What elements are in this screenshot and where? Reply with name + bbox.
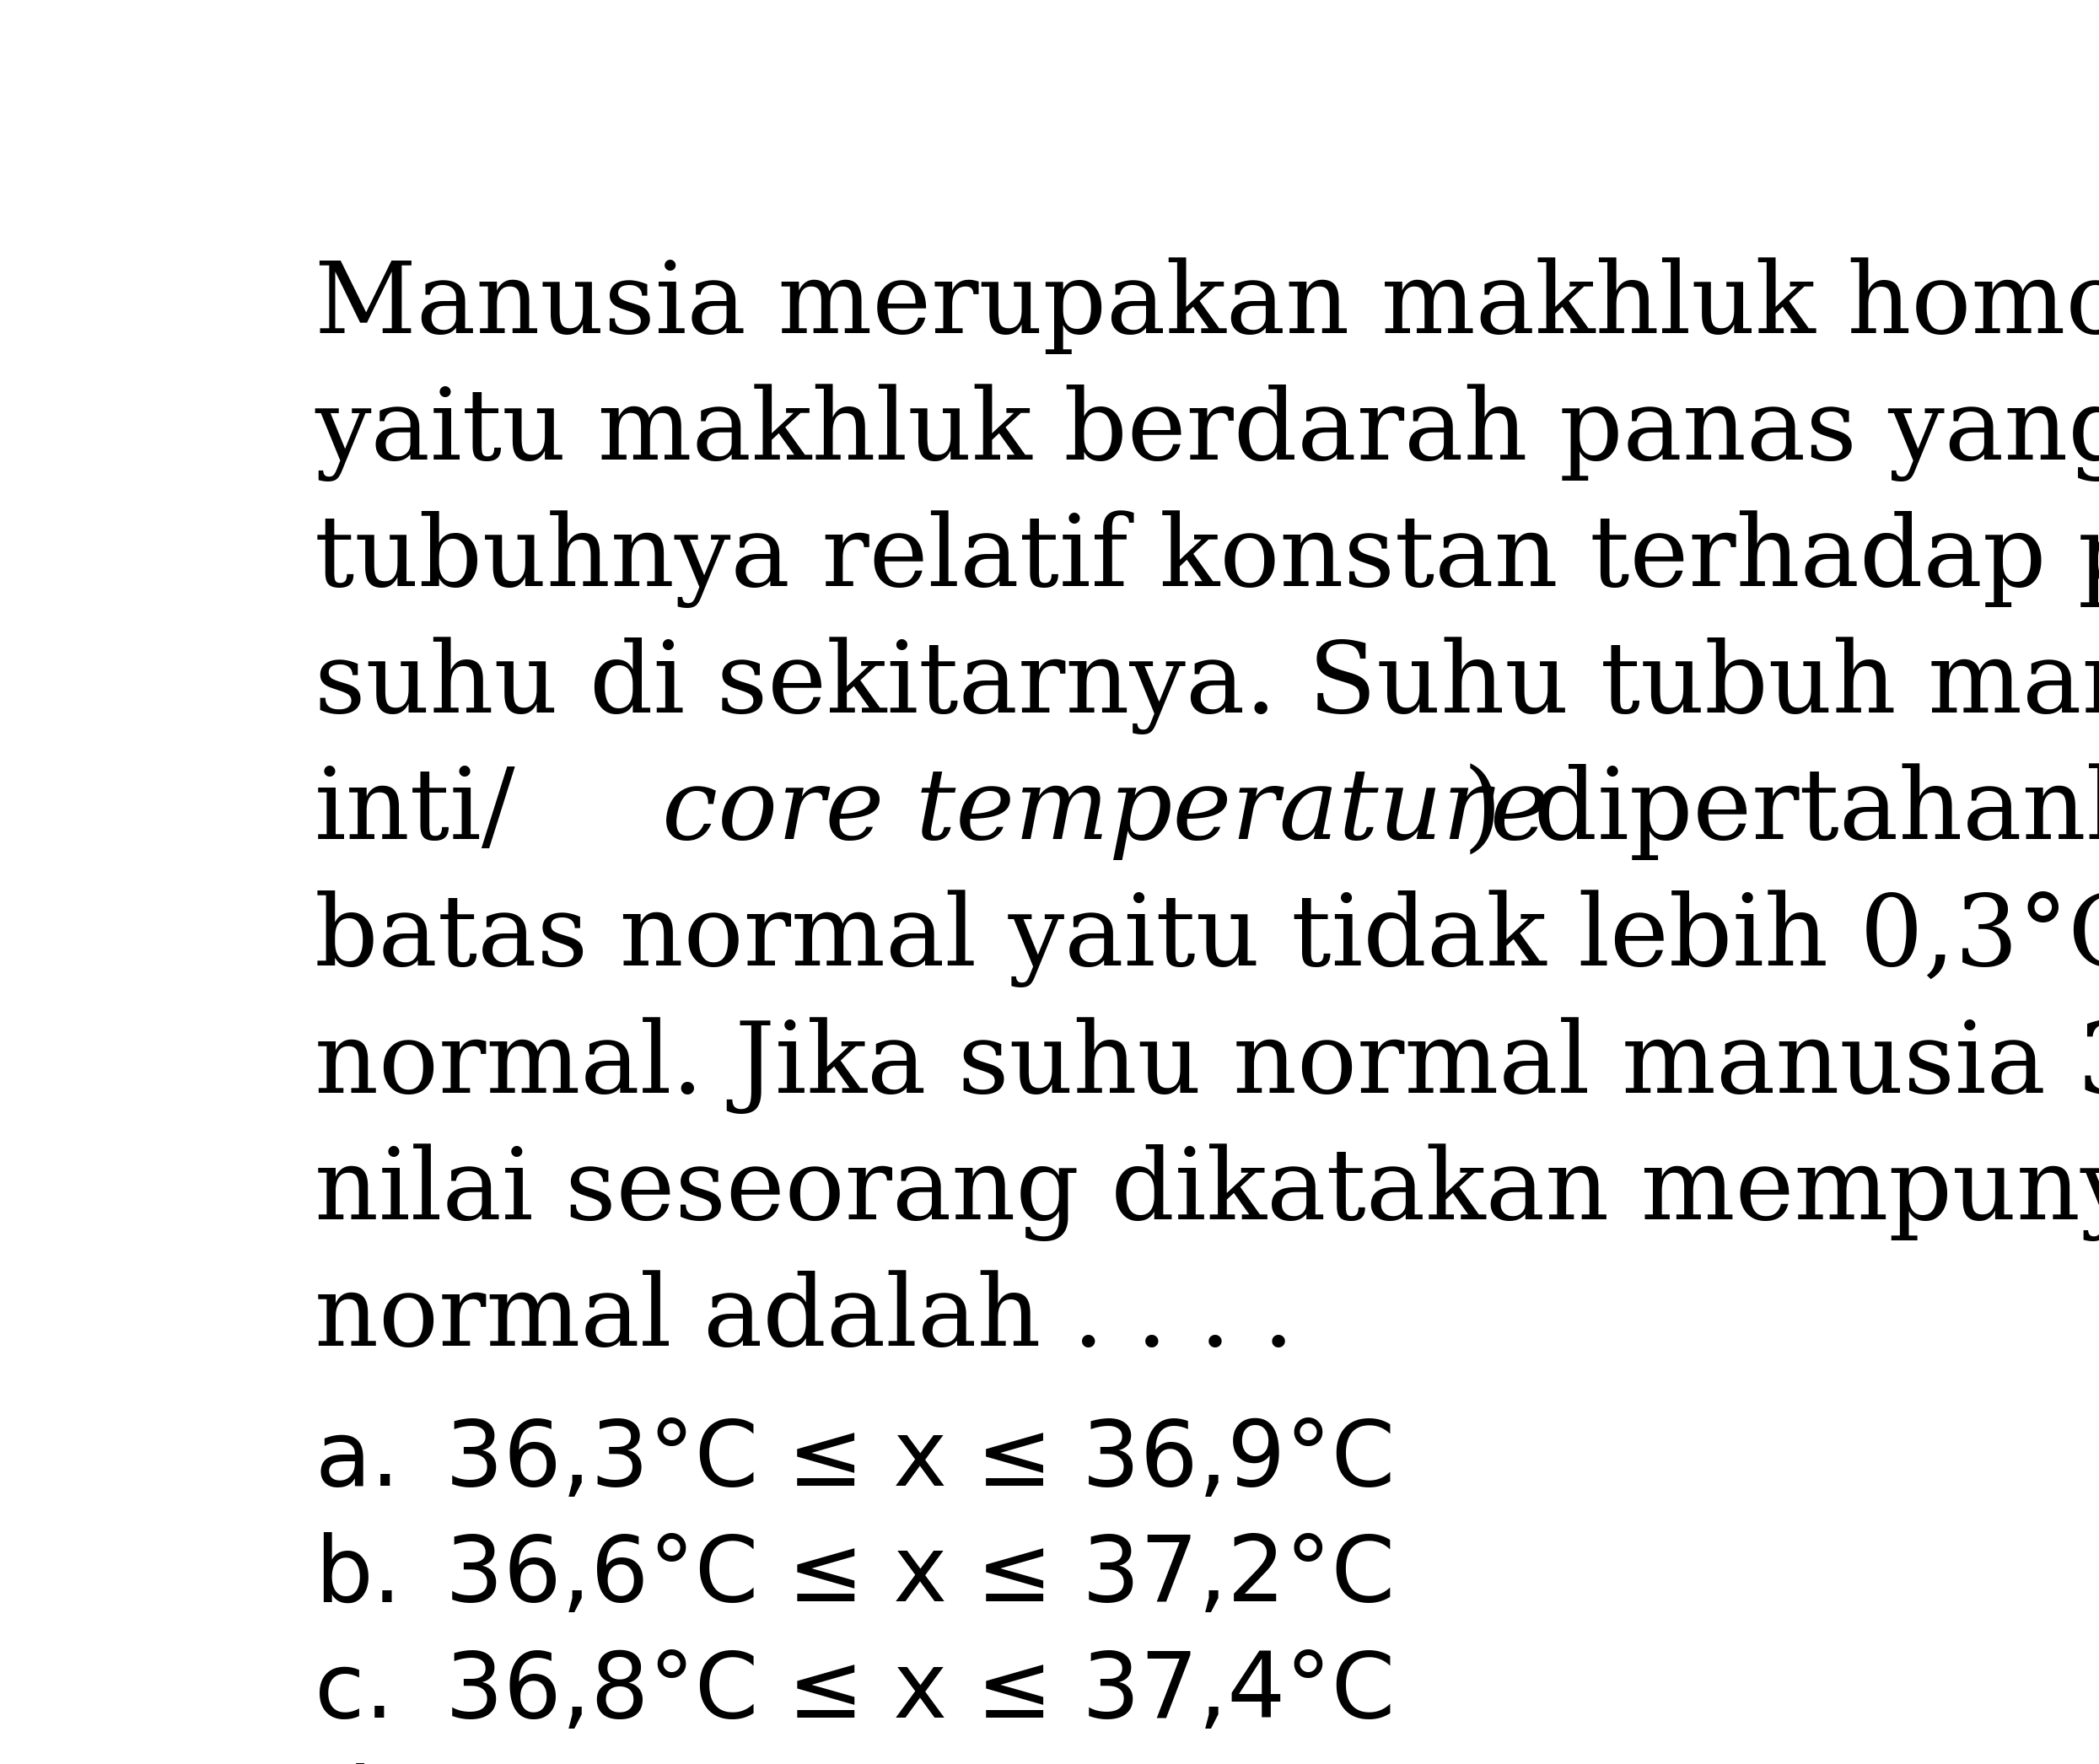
Text: c.: c.: [315, 1648, 395, 1736]
Text: ) dipertahankan  dalam: ) dipertahankan dalam: [1463, 764, 2099, 861]
Text: batas normal yaitu tidak lebih 0,3°C dari suhu: batas normal yaitu tidak lebih 0,3°C dar…: [315, 891, 2099, 988]
Text: normal adalah . . . .: normal adalah . . . .: [315, 1270, 1295, 1367]
Text: inti/: inti/: [315, 764, 516, 861]
Text: normal. Jika suhu normal manusia 36,9°C, kisaran: normal. Jika suhu normal manusia 36,9°C,…: [315, 1016, 2099, 1113]
Text: core temperature: core temperature: [661, 764, 1549, 861]
Text: tubuhnya relatif konstan terhadap perubahan: tubuhnya relatif konstan terhadap peruba…: [315, 510, 2099, 609]
Text: 36,8°C ≤ x ≤ 37,4°C: 36,8°C ≤ x ≤ 37,4°C: [445, 1648, 1396, 1736]
Text: nilai seseorang dikatakan mempunyai suhu: nilai seseorang dikatakan mempunyai suhu: [315, 1143, 2099, 1240]
Text: 36,3°C ≤ x ≤ 36,9°C: 36,3°C ≤ x ≤ 36,9°C: [445, 1416, 1396, 1505]
Text: a.: a.: [315, 1416, 399, 1505]
Text: 36,6°C ≤ x ≤ 37,2°C: 36,6°C ≤ x ≤ 37,2°C: [445, 1531, 1396, 1621]
Text: yaitu makhluk berdarah panas yang suhu: yaitu makhluk berdarah panas yang suhu: [315, 385, 2099, 482]
Text: Manusia merupakan makhluk homoiotermik: Manusia merupakan makhluk homoiotermik: [315, 258, 2099, 355]
Text: suhu di sekitarnya. Suhu tubuh manusia (suhu: suhu di sekitarnya. Suhu tubuh manusia (…: [315, 637, 2099, 734]
Text: b.: b.: [315, 1531, 401, 1621]
